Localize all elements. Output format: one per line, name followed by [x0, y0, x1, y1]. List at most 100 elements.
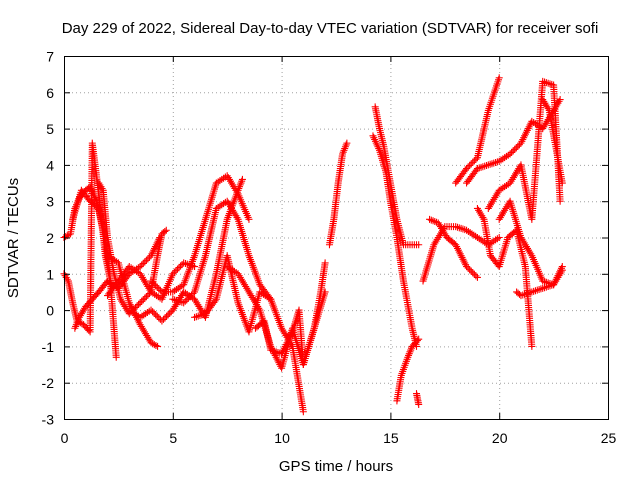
- data-point: [173, 265, 181, 273]
- data-point: [142, 256, 150, 264]
- data-point: [189, 290, 197, 298]
- x-tick-label: 5: [169, 430, 177, 446]
- data-point: [183, 296, 191, 304]
- data-point: [558, 266, 566, 274]
- x-axis-label: GPS time / hours: [279, 458, 393, 475]
- data-point: [191, 313, 199, 321]
- data-point: [141, 258, 149, 266]
- data-point: [152, 282, 160, 290]
- data-point: [166, 309, 174, 317]
- data-point: [558, 179, 566, 187]
- data-point: [170, 268, 178, 276]
- data-point: [546, 80, 554, 88]
- data-point: [136, 299, 144, 307]
- data-point: [541, 284, 549, 292]
- data-point: [152, 311, 160, 319]
- data-point: [530, 287, 538, 295]
- data-point: [192, 313, 200, 321]
- data-point: [453, 223, 461, 231]
- series-track-26: [539, 96, 566, 187]
- data-point: [481, 162, 489, 170]
- chart-title: Day 229 of 2022, Sidereal Day-to-day VTE…: [62, 20, 599, 37]
- data-point: [464, 163, 472, 171]
- data-point: [136, 263, 144, 271]
- data-point: [463, 263, 471, 271]
- data-point: [495, 74, 503, 82]
- y-tick-label: 3: [46, 194, 54, 210]
- data-point: [470, 157, 478, 165]
- series-track-12: [251, 259, 329, 369]
- data-point: [533, 286, 541, 294]
- data-point: [479, 163, 487, 171]
- data-point: [467, 267, 475, 275]
- data-point: [415, 335, 423, 343]
- data-point: [431, 218, 439, 226]
- data-point: [495, 234, 503, 241]
- series-track-8: [147, 172, 253, 296]
- data-point: [429, 217, 437, 225]
- grid: [64, 56, 608, 419]
- data-point: [153, 283, 161, 291]
- data-point: [155, 285, 163, 293]
- data-point: [466, 266, 474, 274]
- data-point: [135, 300, 143, 308]
- y-tick-label: 2: [46, 230, 54, 246]
- data-point: [147, 277, 155, 285]
- data-point: [486, 160, 494, 168]
- y-tick-label: 6: [46, 85, 54, 101]
- data-point: [144, 291, 152, 299]
- y-tick-label: 4: [46, 157, 54, 173]
- data-point: [85, 326, 93, 334]
- x-tick-label: 20: [492, 430, 508, 446]
- series-track-19: [426, 215, 481, 281]
- data-point: [149, 279, 157, 287]
- data-point: [184, 294, 192, 302]
- data-point: [463, 165, 471, 173]
- data-point: [238, 175, 246, 183]
- y-axis-label: SDTVAR / TECUs: [5, 178, 22, 298]
- data-point: [484, 161, 492, 169]
- data-point: [155, 314, 163, 322]
- data-point: [466, 161, 474, 169]
- data-point: [187, 291, 195, 299]
- data-point: [138, 297, 146, 305]
- data-point: [141, 294, 149, 302]
- data-point: [542, 79, 550, 87]
- data-point: [556, 197, 564, 205]
- data-point: [133, 302, 141, 310]
- data-point: [539, 284, 547, 292]
- data-point: [156, 286, 164, 294]
- data-point: [164, 311, 172, 319]
- data-point: [427, 216, 435, 224]
- data-point: [149, 308, 157, 316]
- data-point: [161, 314, 169, 322]
- data-point: [175, 264, 183, 272]
- axis-ticks: 0 5 10 15 20 25 -3 -2 -1 0 1 2 3 4 5 6 7: [42, 49, 617, 447]
- x-tick-label: 10: [274, 430, 290, 446]
- data-point: [144, 255, 152, 263]
- data-point: [150, 309, 158, 317]
- data-point: [472, 272, 480, 280]
- y-tick-label: -2: [42, 375, 55, 391]
- data-point: [508, 148, 516, 156]
- series-track-6: [104, 259, 199, 303]
- y-tick-label: 0: [46, 303, 54, 319]
- data-point: [415, 241, 423, 249]
- y-tick-label: 1: [46, 266, 54, 282]
- data-point: [152, 341, 160, 349]
- data-point: [186, 293, 194, 301]
- data-point: [169, 270, 177, 278]
- data-point: [457, 224, 465, 232]
- data-point: [177, 262, 185, 270]
- data-point: [472, 155, 480, 163]
- data-point: [535, 286, 543, 294]
- data-point: [455, 224, 463, 232]
- data-point: [191, 263, 199, 271]
- data-point: [415, 400, 423, 408]
- series-track-25: [513, 266, 566, 300]
- series-track-9: [169, 197, 275, 307]
- data-point: [180, 299, 188, 307]
- data-point: [131, 304, 139, 312]
- data-point: [245, 215, 253, 223]
- data-point: [511, 145, 519, 153]
